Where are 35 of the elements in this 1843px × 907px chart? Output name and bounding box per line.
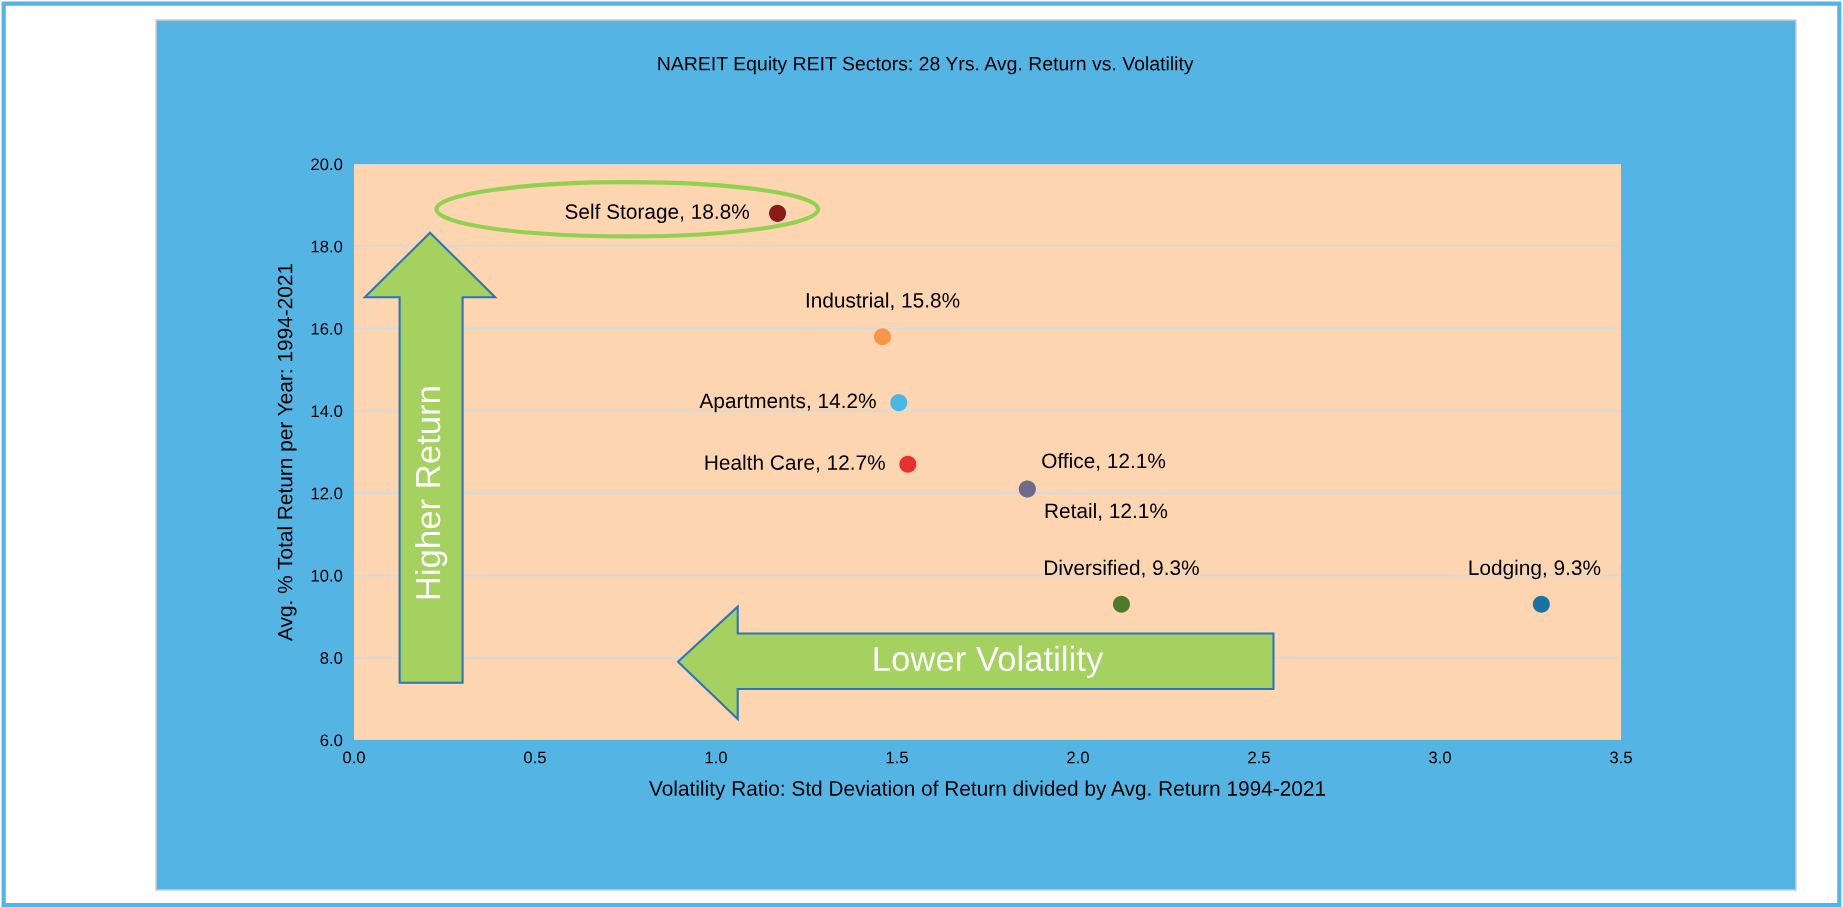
x-tick-label: 2.0: [1067, 751, 1089, 764]
x-axis-title: Volatility Ratio: Std Deviation of Return divided by Avg. Return 1994-2021: [649, 780, 1326, 800]
annotation: Diversified, 9.3%: [1045, 559, 1199, 578]
annotation: Self Storage, 18.8%: [565, 203, 750, 224]
chart-title: NAREIT Equity REIT Sectors: 28 Yrs. Avg. Return vs. Volatility: [658, 56, 1194, 75]
x-tick-label: 3.5: [1610, 751, 1632, 764]
annotation: Retail, 12.1%: [1045, 502, 1168, 521]
y-axis-title: Avg. % Total Return per Year: 1994-2021: [277, 264, 297, 641]
annotation: Health Care, 12.7%: [705, 454, 885, 473]
y-tick-label: 16.0: [311, 322, 343, 335]
y-tick-label: 14.0: [311, 405, 343, 418]
point: [1112, 595, 1130, 613]
point: [874, 328, 892, 346]
y-tick-label: 10.0: [311, 569, 343, 582]
point: [899, 455, 917, 473]
y-tick-label: 20.0: [311, 158, 343, 171]
annotation: Higher Return: [414, 387, 448, 599]
point: [890, 394, 908, 412]
x-tick-label: 1.5: [886, 751, 908, 764]
x-tick-label: 1.0: [705, 751, 727, 764]
annotation: Industrial, 15.8%: [806, 292, 960, 311]
annotation: Lodging, 9.3%: [1469, 559, 1601, 580]
y-tick-label: 18.0: [311, 240, 343, 253]
y-tick-label: 12.0: [311, 487, 343, 500]
x-tick-label: 2.5: [1248, 751, 1270, 764]
y-tick-label: 8.0: [320, 652, 343, 664]
annotation: Apartments, 14.2%: [699, 393, 876, 413]
annotation: Lower Volatility: [874, 645, 1104, 679]
x-tick-label: 0.5: [524, 751, 546, 764]
point: [1532, 595, 1550, 613]
annotation: Office, 12.1%: [1042, 452, 1166, 471]
x-tick-label: 0.0: [343, 751, 365, 764]
x-tick-label: 3.0: [1429, 751, 1451, 764]
point: [769, 204, 787, 222]
y-tick-label: 6.0: [320, 734, 343, 747]
